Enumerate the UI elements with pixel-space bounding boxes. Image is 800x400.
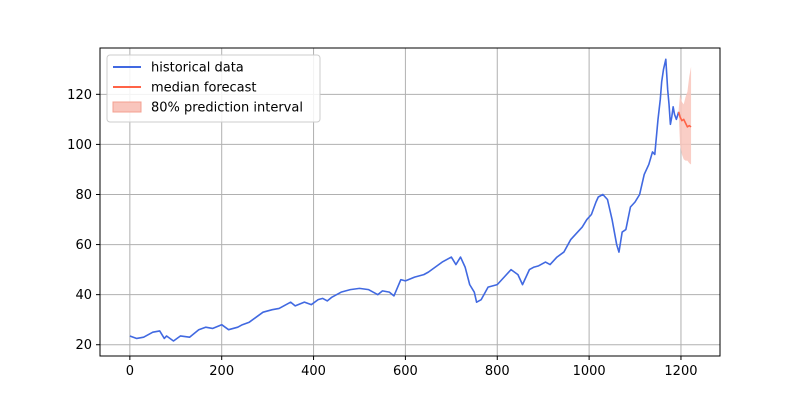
- x-tick-label: 1200: [664, 364, 697, 379]
- legend-swatch-interval: [112, 101, 142, 113]
- y-tick-label: 80: [75, 188, 92, 203]
- x-tick-label: 400: [301, 364, 326, 379]
- y-tick-label: 40: [75, 288, 92, 303]
- x-tick-label: 1000: [573, 364, 606, 379]
- legend-label-interval: 80% prediction interval: [151, 101, 303, 116]
- plot-frame: [99, 47, 721, 357]
- y-axis: 20 40 60 80 100 120: [67, 88, 100, 353]
- legend-label-historical: historical data: [151, 61, 244, 76]
- x-tick-label: 200: [209, 364, 234, 379]
- y-tick-label: 100: [67, 138, 92, 153]
- historical-data-line: [129, 58, 680, 342]
- interval-layer: [678, 66, 692, 165]
- prediction-interval-band: [678, 66, 692, 165]
- x-tick-label: 0: [126, 364, 134, 379]
- legend-box: [106, 54, 321, 123]
- legend-label-forecast: median forecast: [151, 81, 256, 96]
- x-tick-label: 800: [485, 364, 510, 379]
- y-tick-label: 60: [75, 238, 92, 253]
- series-layer: [129, 58, 692, 342]
- median-forecast-line: [677, 111, 692, 128]
- x-tick-label: 600: [393, 364, 418, 379]
- y-tick-label: 20: [75, 338, 92, 353]
- x-axis: 0 200 400 600 800 1000 1200: [126, 356, 698, 379]
- legend: historical data median forecast 80% predic…: [106, 54, 321, 123]
- y-tick-label: 120: [67, 88, 92, 103]
